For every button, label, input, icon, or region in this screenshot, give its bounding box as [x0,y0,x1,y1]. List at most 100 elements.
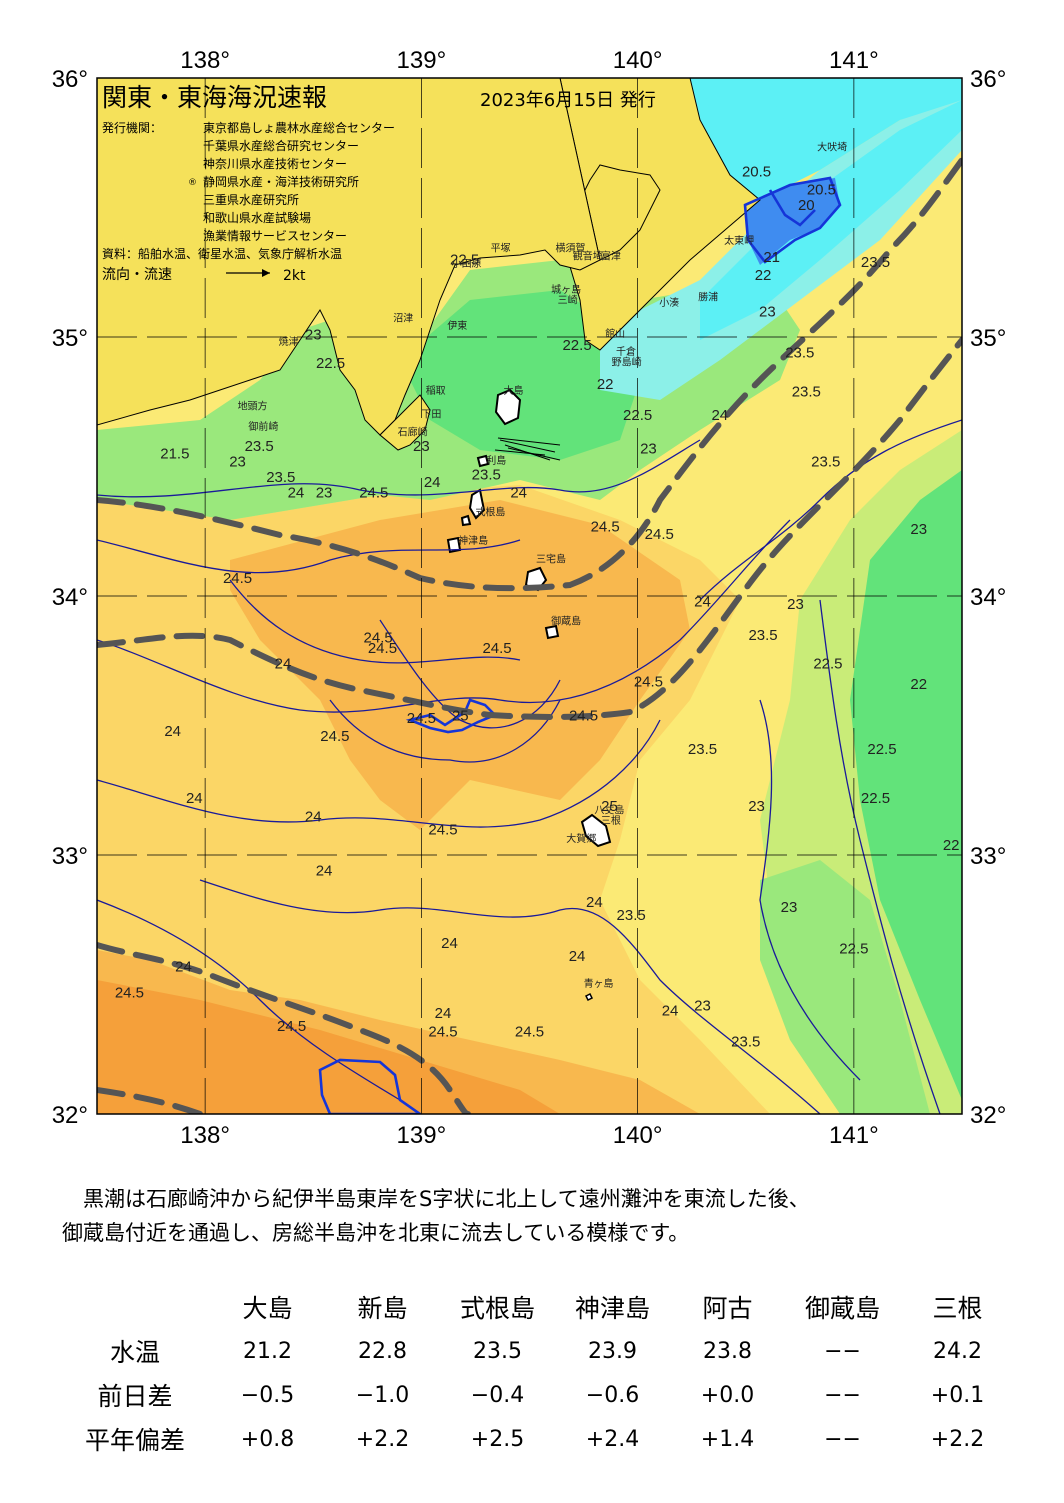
isotherm-label: 24 [175,959,192,976]
issuer-1: 東京都島しょ農林水産総合センター [203,120,395,135]
sea-green-zone [850,470,962,1100]
isotherm-label: 24.5 [277,1018,306,1035]
table-cell: −− [824,1338,861,1364]
table-cell: +2.4 [585,1426,640,1452]
isotherm-label: 22.5 [839,940,868,957]
summary-line-2: 御蔵島付近を通過し、房総半島沖を北東に流去している模様です。 [62,1221,690,1245]
table-cell: +0.1 [930,1382,985,1408]
table-cell: −0.6 [585,1382,640,1408]
isotherm-label: 23 [910,521,927,538]
latitude-ticks-right: 36° 35° 34° 33° 32° [970,66,1006,1129]
isotherm-label: 24 [164,723,181,740]
place-name: 稲取 [426,385,446,397]
flow-legend-arrowhead [262,269,270,277]
lat-tick-label: 34° [52,584,88,611]
place-name: 横須賀 [555,242,585,255]
isotherm-label: 23 [305,327,322,344]
place-name: 大賀郷 [566,832,596,845]
isotherm-label: 24 [275,656,292,673]
isotherm-label: 22 [755,267,772,284]
kuroshio-axis [97,157,962,1114]
isotherm-label: 20 [798,197,815,214]
isotherm-label: 20.5 [742,163,771,180]
island-shikinejima [460,514,472,527]
isotherm-label: 24.5 [407,710,436,727]
current-summary: 黒潮は石廊崎沖から紀伊半島東岸をS字状に北上して遠州灘沖を東流した後、 御蔵島付… [62,1182,1022,1250]
place-name: 観音埼 [573,249,603,262]
land-cyan-peninsula-tip [700,78,800,165]
isotherm-label: 23 [787,596,804,613]
table-cell: 23.9 [588,1338,637,1364]
lat-lon-grid [97,78,962,1114]
issuer-6: 和歌山県水産試験場 [203,210,311,225]
table-row: 前日差 −0.5 −1.0 −0.4 −0.6 +0.0 −− +0.1 [60,1373,1015,1417]
place-name: 野島崎 [612,355,642,368]
place-name: 大吠埼 [817,141,847,154]
isotherm-labels: 20.520.52021222323.523.523.523.522.522.5… [115,163,960,1050]
place-name: 小田原 [452,258,482,270]
isotherm-label: 21.5 [160,446,189,463]
island-hachijojima [580,813,612,848]
table-cell: +2.2 [930,1426,985,1452]
station-kozushima: 神津島 [574,1294,650,1323]
isotherm-label: 22.5 [316,355,345,372]
table-cell: 23.5 [473,1338,522,1364]
lon-tick-label: 141° [829,47,879,74]
isotherm-label: 25 [452,707,469,724]
table-cell: +2.5 [470,1426,525,1452]
isotherm-label: 24 [288,485,305,502]
map-frame [96,77,963,1115]
isotherm-label: 23.5 [861,254,890,271]
isotherm-label: 24 [441,935,458,952]
place-name: 青ヶ島 [584,977,614,990]
isotherm-label: 23 [694,997,711,1014]
isotherm-bold-lines [318,176,842,1114]
sea-green-zone-se [760,860,930,1114]
table-cell: 24.2 [933,1338,982,1364]
isotherm-label: 20.5 [807,182,836,199]
land-boso-peninsula [559,78,761,351]
place-name: 利島 [486,454,506,467]
isotherm-label: 24.5 [634,674,663,691]
place-name: 勝浦 [698,291,718,304]
isotherm-label: 23.5 [472,466,501,483]
lon-tick-label: 139° [397,47,447,74]
place-name: 石廊崎 [398,425,428,438]
issuer-2: 千葉県水産総合研究センター [203,138,359,153]
flow-legend-label: 流向・流速 [102,267,172,283]
sources-note: 資料：船舶水温、衛星水温、気象庁解析水温 [102,246,342,261]
isotherm-label: 24.5 [645,526,674,543]
isotherm-label: 24 [569,948,586,965]
lon-tick-label: 138° [180,1122,230,1149]
isotherm-label: 24.5 [364,630,393,647]
place-name: 三宅島 [536,552,566,565]
place-name: 城ヶ島 [551,283,581,296]
table-cell: +1.4 [700,1426,755,1452]
place-name: 太東岬 [724,234,754,247]
lon-tick-label: 141° [829,1122,879,1149]
table-cell: 21.2 [243,1338,292,1364]
flow-vectors [494,437,561,461]
place-name: 三根 [601,814,621,827]
longitude-ticks-bottom: 138° 139° 140° 141° [180,1122,878,1149]
place-name: 三崎 [558,293,578,306]
temperature-field: 20.520.52021222323.523.523.523.522.522.5… [97,78,962,1114]
longitude-ticks-top: 138° 139° 140° 141° [180,47,878,74]
summary-line-1: 黒潮は石廊崎沖から紀伊半島東岸をS字状に北上して遠州灘沖を東流した後、 [83,1187,810,1211]
isotherm-label: 24 [662,1003,679,1020]
table-cell: +0.8 [240,1426,295,1452]
isotherm-label: 23.5 [811,454,840,471]
lon-tick-label: 140° [613,47,663,74]
lat-tick-label: 36° [970,66,1006,93]
table-cell: −0.4 [470,1382,525,1408]
isotherm-label: 24 [586,894,603,911]
lat-tick-label: 32° [52,1102,88,1129]
isotherm-label: 23 [759,303,776,320]
island-aogashima [584,992,594,1002]
isotherm-label: 23.5 [617,907,646,924]
issue-date: 2023年6月15日 発行 [480,90,656,111]
isotherm-label: 22.5 [623,407,652,424]
place-name: 伊東 [447,319,467,332]
isotherm-label: 24 [435,1005,452,1022]
